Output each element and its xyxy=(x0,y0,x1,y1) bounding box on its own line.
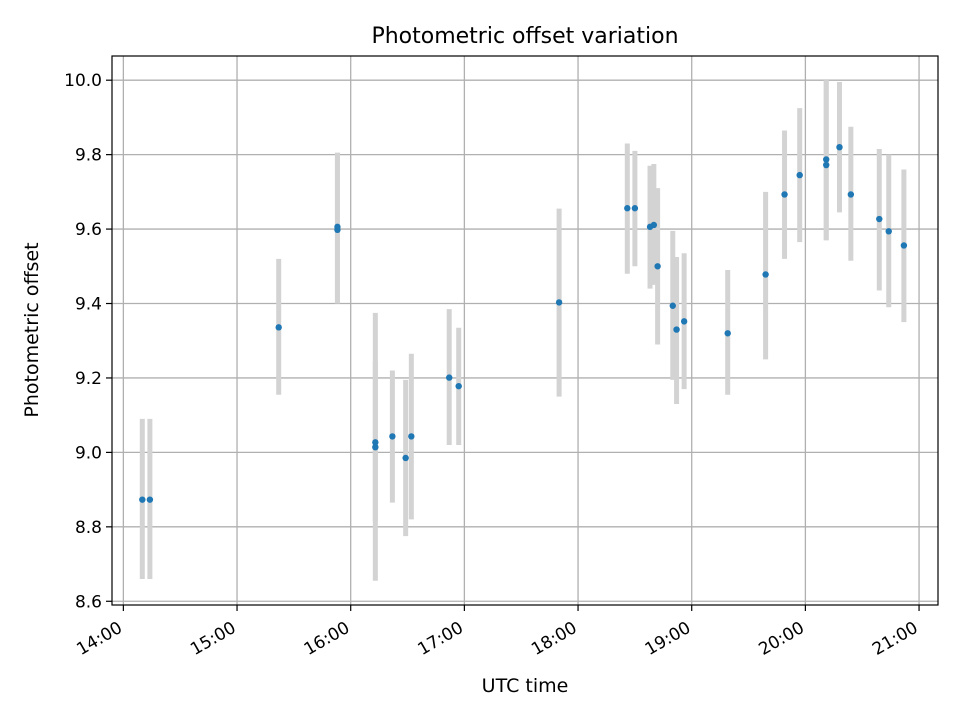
data-point xyxy=(650,221,658,229)
data-point xyxy=(624,205,631,212)
data-point xyxy=(389,433,396,440)
data-point xyxy=(408,433,415,440)
data-point xyxy=(455,382,462,390)
data-point xyxy=(446,374,453,381)
data-point xyxy=(724,330,731,337)
data-point xyxy=(762,271,769,278)
plot-frame xyxy=(111,55,939,606)
data-point xyxy=(146,496,154,503)
y-tick-label: 9.4 xyxy=(75,295,102,315)
data-point xyxy=(885,228,892,235)
data-point xyxy=(275,324,282,331)
data-point xyxy=(631,205,639,212)
chart-title: Photometric offset variation xyxy=(371,24,678,49)
y-tick-label: 8.6 xyxy=(75,592,102,612)
data-point xyxy=(680,318,688,325)
data-point xyxy=(836,143,843,151)
data-point xyxy=(402,454,409,462)
data-point xyxy=(334,223,341,231)
y-tick-label: 9.0 xyxy=(75,443,102,463)
data-point xyxy=(669,302,676,309)
y-tick-label: 10.0 xyxy=(64,71,102,91)
data-point xyxy=(781,191,788,198)
data-point xyxy=(139,496,146,503)
y-tick-label: 9.2 xyxy=(75,369,102,389)
y-axis-label: Photometric offset xyxy=(21,242,43,417)
data-point xyxy=(900,242,908,249)
data-point xyxy=(372,439,379,446)
data-point xyxy=(847,191,855,198)
data-point xyxy=(555,299,563,306)
data-point xyxy=(796,171,803,179)
y-tick-label: 9.8 xyxy=(75,146,102,166)
x-axis-label: UTC time xyxy=(482,675,569,697)
data-point xyxy=(673,326,680,333)
data-point xyxy=(876,215,883,223)
data-points xyxy=(139,143,908,503)
y-tick-label: 9.6 xyxy=(75,220,102,240)
data-point xyxy=(823,161,830,169)
data-point xyxy=(654,263,661,270)
y-tick-label: 8.8 xyxy=(75,518,102,538)
data-point xyxy=(823,156,830,163)
data-point xyxy=(372,443,379,451)
